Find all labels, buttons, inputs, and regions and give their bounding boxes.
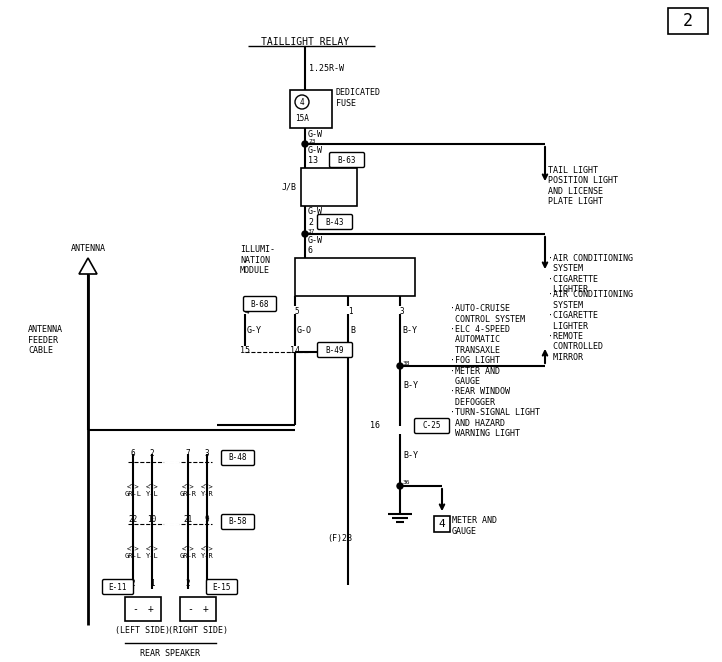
- Circle shape: [397, 483, 403, 489]
- Text: 2: 2: [186, 579, 191, 587]
- Circle shape: [397, 363, 403, 369]
- Text: B-49: B-49: [326, 346, 344, 354]
- Text: B-68: B-68: [251, 299, 269, 308]
- Circle shape: [302, 141, 308, 147]
- Text: G-W: G-W: [308, 207, 323, 216]
- Text: ·AIR CONDITIONING
 SYSTEM
·CIGARETTE
 LIGHTER: ·AIR CONDITIONING SYSTEM ·CIGARETTE LIGH…: [548, 254, 633, 294]
- Text: B-43: B-43: [326, 218, 344, 226]
- Text: 21: 21: [183, 514, 193, 524]
- Text: <T>
GR-L: <T> GR-L: [124, 546, 142, 559]
- Text: 1: 1: [348, 307, 352, 316]
- FancyBboxPatch shape: [318, 342, 352, 357]
- Text: E-11: E-11: [109, 583, 127, 592]
- Text: B-58: B-58: [229, 518, 247, 526]
- Text: G-W: G-W: [308, 130, 323, 138]
- Text: 5: 5: [295, 307, 300, 316]
- Text: G-W: G-W: [308, 236, 323, 244]
- FancyBboxPatch shape: [103, 579, 134, 594]
- Text: 14: 14: [290, 346, 300, 355]
- Text: 7: 7: [186, 449, 191, 459]
- FancyBboxPatch shape: [222, 514, 254, 530]
- FancyBboxPatch shape: [222, 451, 254, 465]
- Text: 2: 2: [683, 12, 693, 30]
- Text: TAILLIGHT RELAY: TAILLIGHT RELAY: [261, 37, 349, 47]
- Text: 1.25R-W: 1.25R-W: [309, 64, 344, 73]
- Text: 3: 3: [205, 449, 209, 459]
- Circle shape: [302, 231, 308, 237]
- Circle shape: [295, 95, 309, 109]
- Text: 37: 37: [308, 228, 316, 234]
- Text: E-15: E-15: [213, 583, 231, 592]
- Text: 22: 22: [129, 514, 138, 524]
- Bar: [434, 516, 450, 532]
- Text: REAR SPEAKER: REAR SPEAKER: [141, 649, 201, 657]
- Bar: [180, 597, 216, 621]
- Text: ILLUMI-
NATION
MODULE: ILLUMI- NATION MODULE: [240, 245, 275, 275]
- Text: 6: 6: [308, 246, 313, 254]
- FancyBboxPatch shape: [318, 214, 352, 230]
- Text: 15A: 15A: [295, 113, 309, 122]
- Text: <T>
GR-R: <T> GR-R: [180, 546, 196, 559]
- Text: ·AUTO-CRUISE
 CONTROL SYSTEM
·ELC 4-SPEED
 AUTOMATIC
 TRANSAXLE
·FOG LIGHT
·METE: ·AUTO-CRUISE CONTROL SYSTEM ·ELC 4-SPEED…: [450, 304, 540, 438]
- Text: ANTENNA
FEEDER
CABLE: ANTENNA FEEDER CABLE: [28, 325, 63, 355]
- Text: <T>
Y-R: <T> Y-R: [201, 546, 214, 559]
- Text: 3: 3: [400, 307, 404, 316]
- FancyBboxPatch shape: [414, 418, 450, 434]
- Text: <T>
GR-R: <T> GR-R: [180, 484, 196, 497]
- Text: 36: 36: [403, 481, 411, 485]
- Text: TAIL LIGHT
POSITION LIGHT
AND LICENSE
PLATE LIGHT: TAIL LIGHT POSITION LIGHT AND LICENSE PL…: [548, 166, 618, 206]
- Text: 1: 1: [205, 579, 209, 587]
- Text: B-Y: B-Y: [403, 381, 418, 391]
- Text: 6: 6: [131, 449, 135, 459]
- Text: 4: 4: [300, 97, 304, 107]
- Text: 2: 2: [149, 449, 155, 459]
- Text: -: -: [187, 604, 193, 614]
- Text: 2: 2: [308, 218, 313, 226]
- Text: <T>
Y-R: <T> Y-R: [201, 484, 214, 497]
- Text: B-Y: B-Y: [403, 451, 418, 461]
- Text: DEDICATED
FUSE: DEDICATED FUSE: [336, 88, 381, 108]
- FancyBboxPatch shape: [206, 579, 238, 594]
- Text: ANTENNA: ANTENNA: [71, 244, 105, 252]
- Text: G-W: G-W: [308, 146, 323, 154]
- Bar: [290, 90, 332, 128]
- Text: 4: 4: [245, 307, 249, 316]
- Text: G-Y: G-Y: [247, 326, 262, 334]
- Text: 15: 15: [240, 346, 250, 355]
- Text: 23: 23: [308, 138, 316, 144]
- Text: +: +: [203, 604, 209, 614]
- Bar: [295, 258, 415, 296]
- Bar: [125, 597, 161, 621]
- Text: B-48: B-48: [229, 453, 247, 463]
- Text: 13: 13: [308, 156, 318, 164]
- Text: 38: 38: [403, 361, 411, 365]
- Text: ·AIR CONDITIONING
 SYSTEM
·CIGARETTE
 LIGHTER
·REMOTE
 CONTROLLED
 MIRROR: ·AIR CONDITIONING SYSTEM ·CIGARETTE LIGH…: [548, 291, 633, 361]
- Text: C-25: C-25: [423, 422, 441, 430]
- FancyBboxPatch shape: [243, 297, 277, 312]
- Text: <T>
Y-L: <T> Y-L: [146, 546, 158, 559]
- Text: 16: 16: [370, 422, 380, 430]
- Text: J/B: J/B: [282, 183, 297, 191]
- Text: 2: 2: [131, 579, 135, 587]
- Text: (RIGHT SIDE): (RIGHT SIDE): [168, 626, 228, 636]
- Text: (F)2B: (F)2B: [328, 534, 352, 544]
- Text: +: +: [148, 604, 154, 614]
- Text: -: -: [132, 604, 138, 614]
- Text: 4: 4: [439, 519, 445, 529]
- Text: B-Y: B-Y: [402, 326, 417, 334]
- Text: (LEFT SIDE): (LEFT SIDE): [116, 626, 170, 636]
- Bar: [301, 168, 357, 206]
- Circle shape: [317, 115, 323, 121]
- Text: 10: 10: [147, 514, 157, 524]
- Text: B: B: [350, 326, 355, 334]
- FancyBboxPatch shape: [329, 152, 365, 167]
- Text: <T>
GR-L: <T> GR-L: [124, 484, 142, 497]
- Text: G-O: G-O: [297, 326, 312, 334]
- Text: 1: 1: [149, 579, 155, 587]
- Text: B-63: B-63: [338, 156, 356, 164]
- Text: <T>
Y-L: <T> Y-L: [146, 484, 158, 497]
- Text: 9: 9: [205, 514, 209, 524]
- Text: METER AND
GAUGE: METER AND GAUGE: [452, 516, 497, 536]
- Bar: [668, 8, 708, 34]
